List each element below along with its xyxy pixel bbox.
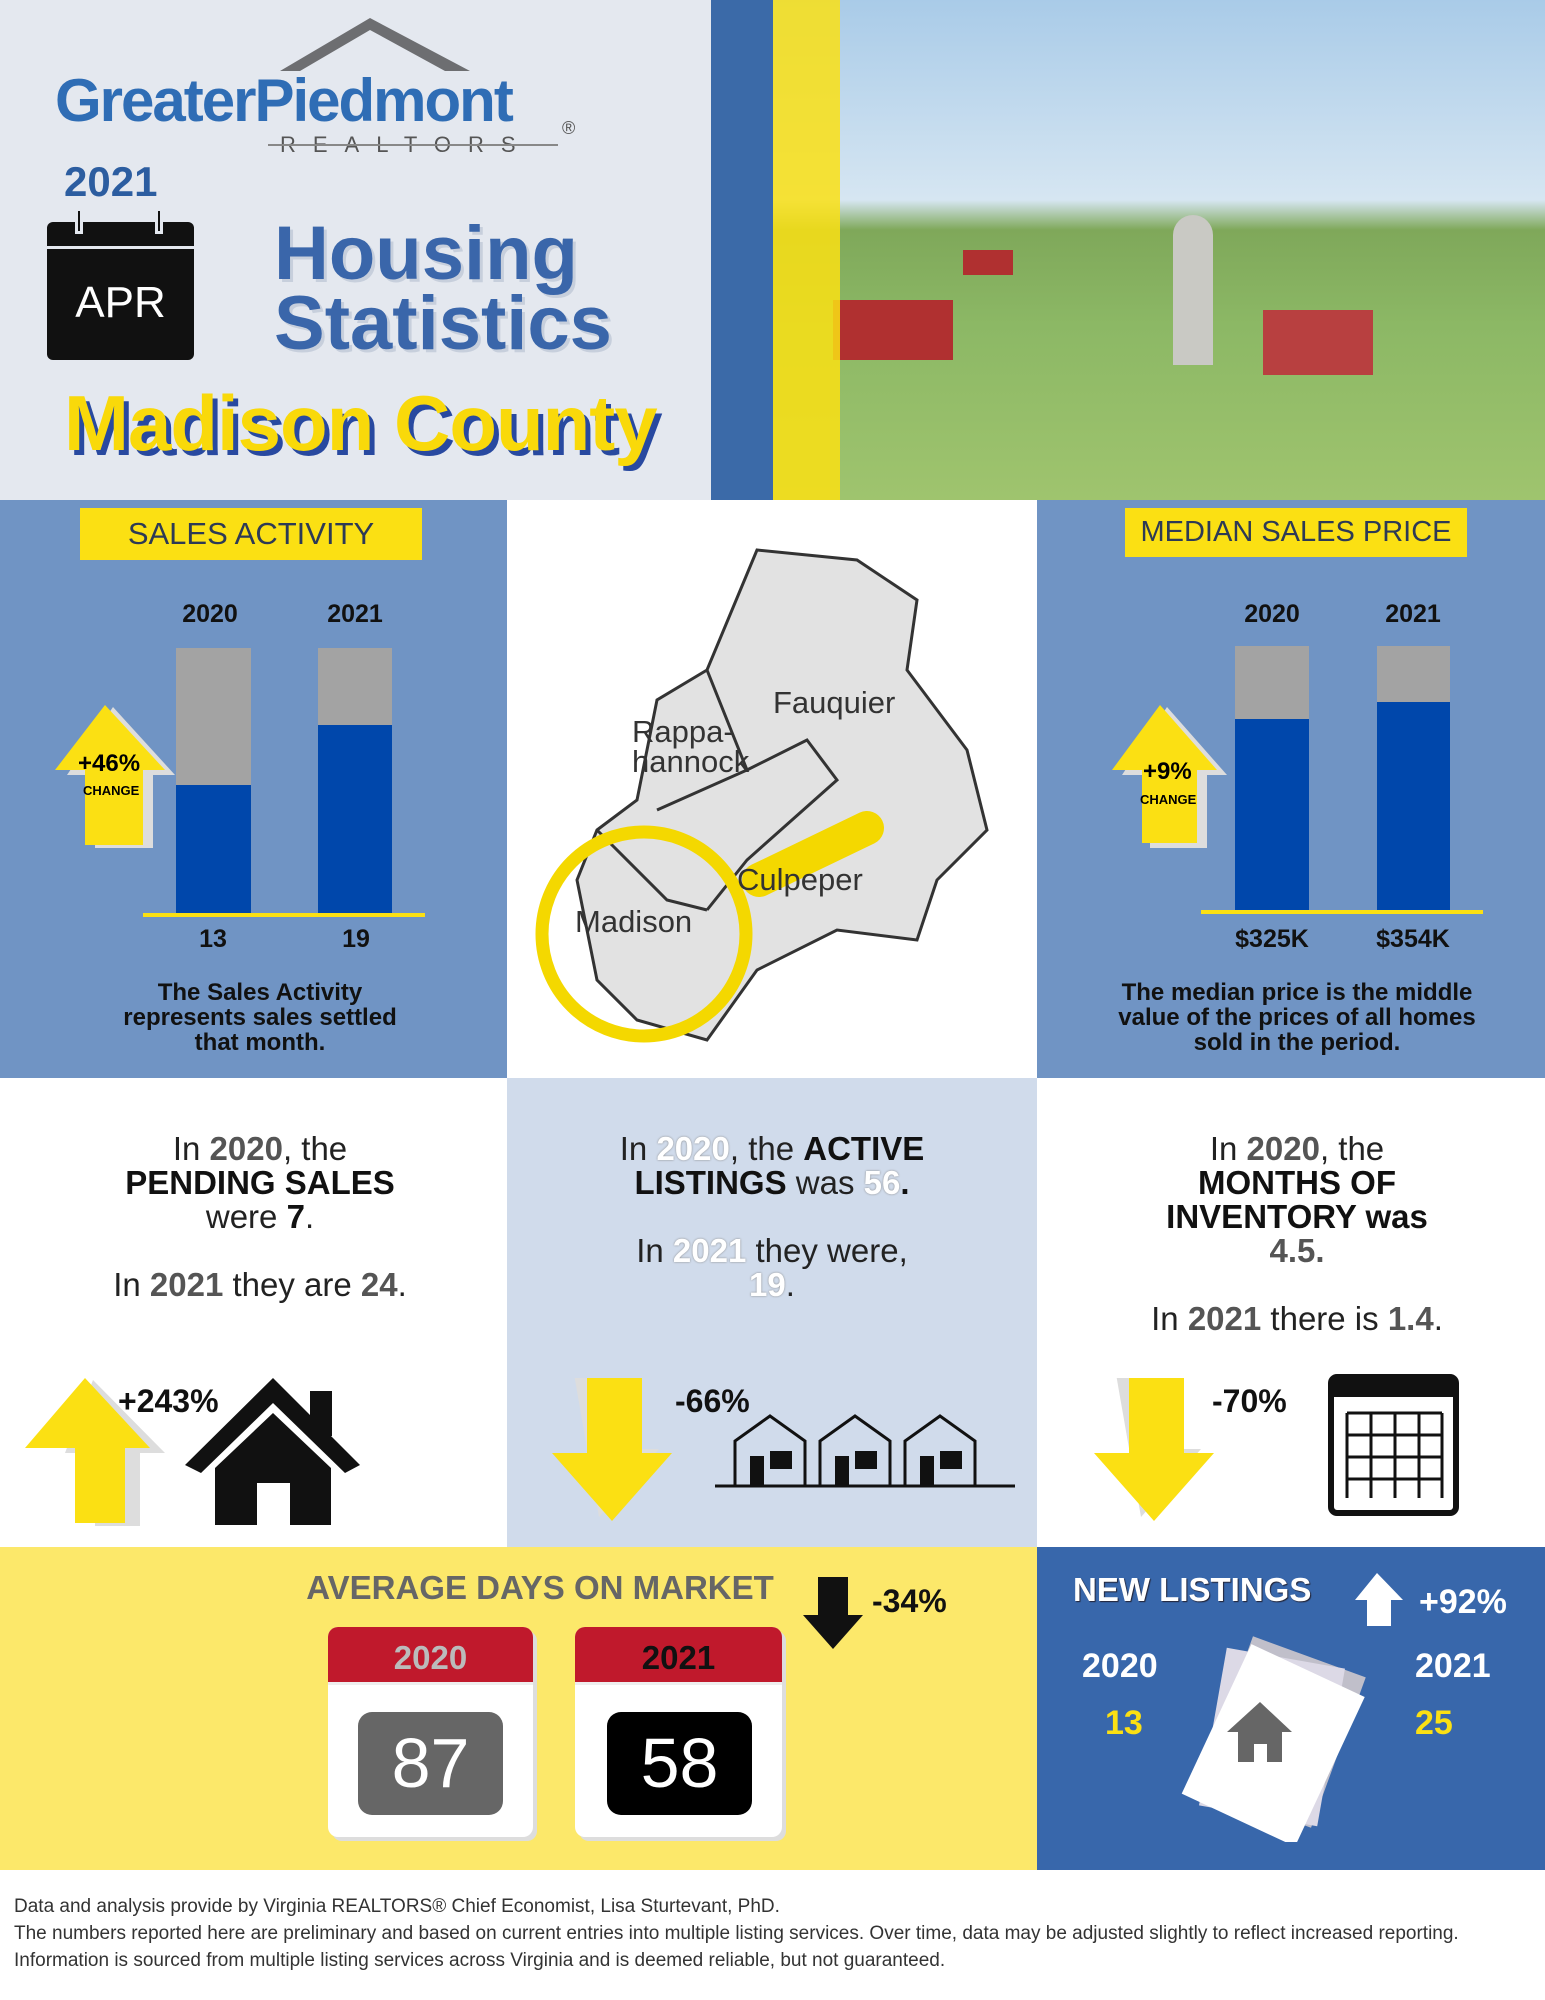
bar-fill <box>1235 718 1309 911</box>
median-price-panel: MEDIAN SALES PRICE 2020 2021 +9% CHANGE … <box>1037 500 1545 1078</box>
value-2021: 19 <box>342 925 370 953</box>
change-label: CHANGE <box>1140 792 1197 807</box>
value-2020: 13 <box>1105 1704 1143 1742</box>
bar-fill <box>1377 701 1450 911</box>
year-2021: 2021 <box>1385 600 1441 628</box>
yellow-stripe <box>773 0 840 500</box>
sales-activity-panel: SALES ACTIVITY 2020 2021 +46% CHANGE 13 … <box>0 500 507 1078</box>
footer-disclaimer: The numbers reported here are preliminar… <box>14 1923 1459 1971</box>
change-value: +9% <box>1143 758 1192 785</box>
bar-2020 <box>176 648 251 914</box>
value-2020: 13 <box>199 925 227 953</box>
change-value: -34% <box>872 1583 947 1619</box>
calendar-grid-icon <box>1328 1374 1459 1516</box>
month-label: APR <box>75 278 166 327</box>
sales-activity-tag: SALES ACTIVITY <box>80 508 422 560</box>
map-label-rappahannock-2: hannock <box>632 744 750 779</box>
logo-roof-icon <box>280 18 470 71</box>
new-listings-title: NEW LISTINGS <box>1073 1571 1312 1608</box>
baseline <box>1201 910 1483 914</box>
houses-icon <box>715 1414 1015 1488</box>
arrow-up-icon <box>25 1378 165 1526</box>
logo-divider <box>268 144 558 146</box>
pending-text: In 2020, the PENDING SALES were 7. In 20… <box>113 1130 407 1303</box>
house-icon <box>185 1378 360 1525</box>
title-line2: Statistics <box>274 281 612 366</box>
change-value: +92% <box>1419 1583 1507 1621</box>
county-map: Fauquier Rappa- hannock Culpeper Madison <box>535 548 989 1043</box>
bar-2021 <box>1377 646 1450 911</box>
median-price-note: The median price is the middle value of … <box>1118 979 1476 1056</box>
map-panel: Fauquier Rappa- hannock Culpeper Madison <box>507 500 1037 1078</box>
header-panel: GreaterPiedmont REALTORS ® 2021 APR Hous… <box>0 0 711 500</box>
map-label-fauquier: Fauquier <box>773 685 895 720</box>
median-price-tag: MEDIAN SALES PRICE <box>1125 508 1467 557</box>
footer-credit: Data and analysis provide by Virginia RE… <box>14 1896 780 1917</box>
farm-photo <box>773 0 1545 500</box>
bar-2021 <box>318 648 392 914</box>
map-label-rappahannock-1: Rappa- <box>632 714 734 749</box>
change-value: +243% <box>118 1383 219 1419</box>
change-value: -70% <box>1212 1383 1287 1419</box>
change-value: -66% <box>675 1383 750 1419</box>
calendar-2021: 2021 58 <box>575 1627 782 1837</box>
year-2020: 2020 <box>1244 600 1300 628</box>
blue-stripe <box>711 0 773 500</box>
arrow-down-icon <box>1094 1378 1214 1521</box>
year-2021: 2021 <box>641 1639 716 1676</box>
sales-activity-note: The Sales Activity represents sales sett… <box>123 979 397 1056</box>
title-line1: Housing <box>274 211 578 296</box>
county-title: Madison County <box>64 379 658 467</box>
active-listings-panel: In 2020, the ACTIVE LISTINGS was 56. In … <box>507 1078 1037 1547</box>
bar-fill <box>318 725 392 914</box>
logo-registered: ® <box>562 118 576 138</box>
change-label: CHANGE <box>83 783 140 798</box>
logo-main: GreaterPiedmont <box>55 67 514 134</box>
value-2021: $354K <box>1376 925 1450 953</box>
value-2020: $325K <box>1235 925 1309 953</box>
arrow-up-icon <box>1112 705 1227 848</box>
arrow-down-icon <box>803 1577 863 1649</box>
year-2021: 2021 <box>327 600 383 628</box>
calendar-2020: 2020 87 <box>328 1627 533 1837</box>
documents-house-icon <box>1181 1636 1366 1842</box>
map-label-madison: Madison <box>575 904 692 939</box>
value-2021: 58 <box>607 1712 752 1815</box>
year-2020: 2020 <box>393 1639 468 1676</box>
active-text: In 2020, the ACTIVE LISTINGS was 56. In … <box>619 1130 925 1303</box>
year-2020: 2020 <box>1082 1647 1158 1685</box>
year-label: 2021 <box>64 158 158 205</box>
year-2021: 2021 <box>1415 1647 1491 1685</box>
inventory-text: In 2020, the MONTHS OF INVENTORY was 4.5… <box>1151 1130 1443 1337</box>
arrow-up-icon <box>1355 1573 1403 1626</box>
baseline <box>143 913 425 917</box>
value-2021: 25 <box>1415 1704 1453 1742</box>
year-2020: 2020 <box>182 600 238 628</box>
arrow-down-icon <box>552 1378 672 1521</box>
new-listings-panel: NEW LISTINGS +92% 2020 13 2021 25 <box>1037 1547 1545 1870</box>
pending-sales-panel: In 2020, the PENDING SALES were 7. In 20… <box>0 1078 507 1547</box>
days-on-market-panel: AVERAGE DAYS ON MARKET -34% 2020 87 2021… <box>0 1547 1037 1870</box>
value-2020: 87 <box>358 1712 503 1815</box>
map-label-culpeper: Culpeper <box>737 862 863 897</box>
arrow-up-icon <box>55 705 175 848</box>
bar-fill <box>176 784 251 914</box>
months-inventory-panel: In 2020, the MONTHS OF INVENTORY was 4.5… <box>1037 1078 1545 1547</box>
days-on-market-title: AVERAGE DAYS ON MARKET <box>306 1569 774 1606</box>
calendar-icon: APR <box>47 208 194 360</box>
change-value: +46% <box>78 750 141 777</box>
bar-2020 <box>1235 646 1309 911</box>
